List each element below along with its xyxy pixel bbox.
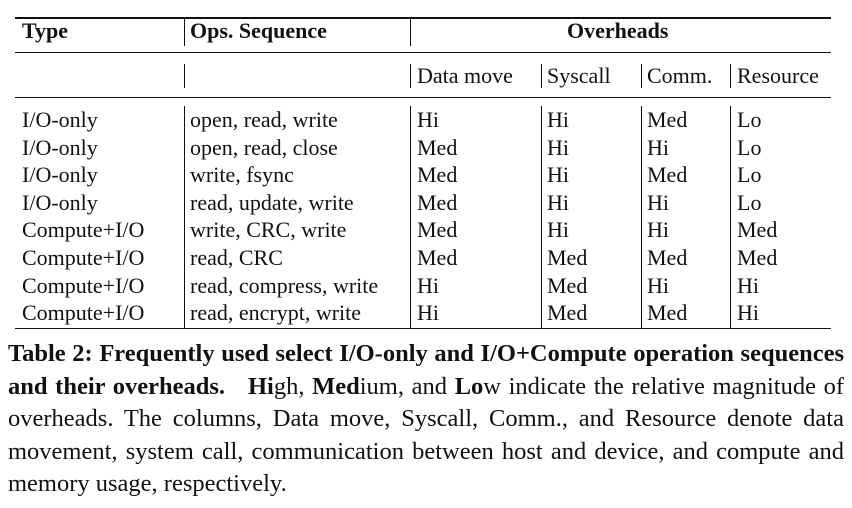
header-overheads: Overheads [567, 18, 669, 43]
col-divider-type-body [184, 106, 186, 328]
cell-resource: Hi [737, 272, 759, 298]
cell-resource: Hi [737, 300, 759, 326]
caption-title: Frequently used select I/O-only and I/O+… [8, 340, 844, 400]
caption-rest: w indicate the relative magnitude of ove… [8, 372, 845, 498]
cell-comm: Med [647, 107, 688, 132]
subheader-resource: Resource [737, 63, 819, 88]
cell-ops: read, update, write [190, 189, 354, 215]
col-divider-comm-sub [730, 64, 732, 88]
col-divider-data-sub [541, 64, 543, 88]
cell-syscall: Hi [547, 107, 569, 132]
cell-syscall: Med [547, 245, 588, 270]
cell-data-move: Hi [417, 272, 439, 298]
cell-ops: write, fsync [190, 162, 294, 188]
cell-type: Compute+I/O [22, 217, 145, 243]
cell-resource: Lo [737, 107, 762, 132]
cell-syscall: Hi [547, 189, 569, 215]
cell-comm: Hi [647, 217, 669, 243]
col-divider-ops-body [410, 106, 412, 328]
cell-resource: Lo [737, 162, 762, 188]
cell-resource: Med [737, 245, 778, 270]
cell-syscall: Med [547, 272, 588, 298]
cell-data-move: Med [417, 134, 458, 160]
cell-type: Compute+I/O [22, 300, 145, 326]
cell-type: I/O-only [22, 189, 98, 215]
table-caption: Table 2: Frequently used select I/O-only… [8, 338, 844, 501]
col-divider-data-body [541, 106, 543, 328]
cell-syscall: Med [547, 300, 588, 326]
subheader-rule [15, 97, 831, 99]
col-divider-type [184, 18, 186, 46]
cell-data-move: Med [417, 162, 458, 188]
cell-type: I/O-only [22, 134, 98, 160]
cell-type: Compute+I/O [22, 245, 145, 270]
caption-med-rest: ium, and [359, 372, 455, 400]
subheader-syscall: Syscall [547, 63, 611, 88]
cell-resource: Lo [737, 189, 762, 215]
caption-hi-rest: gh, [273, 372, 313, 400]
cell-type: I/O-only [22, 107, 98, 132]
col-divider-syscall-body [641, 106, 643, 328]
cell-comm: Hi [647, 189, 669, 215]
header-type: Type [22, 18, 69, 43]
cell-ops: read, compress, write [190, 272, 379, 298]
cell-ops: read, encrypt, write [190, 300, 362, 326]
top-rule [15, 17, 831, 19]
cell-comm: Med [647, 245, 688, 270]
col-divider-syscall-sub [641, 64, 643, 88]
cell-ops: write, CRC, write [190, 217, 347, 243]
cell-type: Compute+I/O [22, 272, 145, 298]
cell-comm: Med [647, 300, 688, 326]
subheader-data-move: Data move [417, 63, 513, 88]
header-rule [15, 52, 831, 54]
cell-resource: Med [737, 217, 778, 243]
col-divider-ops [410, 18, 412, 46]
col-divider-comm-body [730, 106, 732, 328]
cell-syscall: Hi [547, 162, 569, 188]
bottom-rule [15, 328, 831, 330]
cell-syscall: Hi [547, 217, 569, 243]
cell-data-move: Hi [417, 300, 439, 326]
header-ops-sequence: Ops. Sequence [190, 18, 327, 43]
cell-data-move: Med [417, 189, 458, 215]
cell-ops: open, read, write [190, 107, 338, 132]
cell-resource: Lo [737, 134, 762, 160]
cell-data-move: Hi [417, 107, 439, 132]
cell-data-move: Med [417, 217, 458, 243]
caption-med: Med [312, 372, 360, 400]
cell-data-move: Med [417, 245, 458, 270]
cell-comm: Hi [647, 272, 669, 298]
subheader-comm: Comm. [647, 63, 713, 88]
cell-type: I/O-only [22, 162, 98, 188]
cell-comm: Hi [647, 134, 669, 160]
col-divider-type-sub [184, 64, 186, 88]
caption-label: Table 2: [8, 340, 93, 367]
cell-syscall: Hi [547, 134, 569, 160]
cell-ops: open, read, close [190, 134, 338, 160]
caption-hi: Hi [247, 372, 274, 400]
caption-lo: Lo [454, 372, 484, 400]
cell-comm: Med [647, 162, 688, 188]
cell-ops: read, CRC [190, 245, 283, 270]
col-divider-ops-sub [410, 64, 412, 88]
